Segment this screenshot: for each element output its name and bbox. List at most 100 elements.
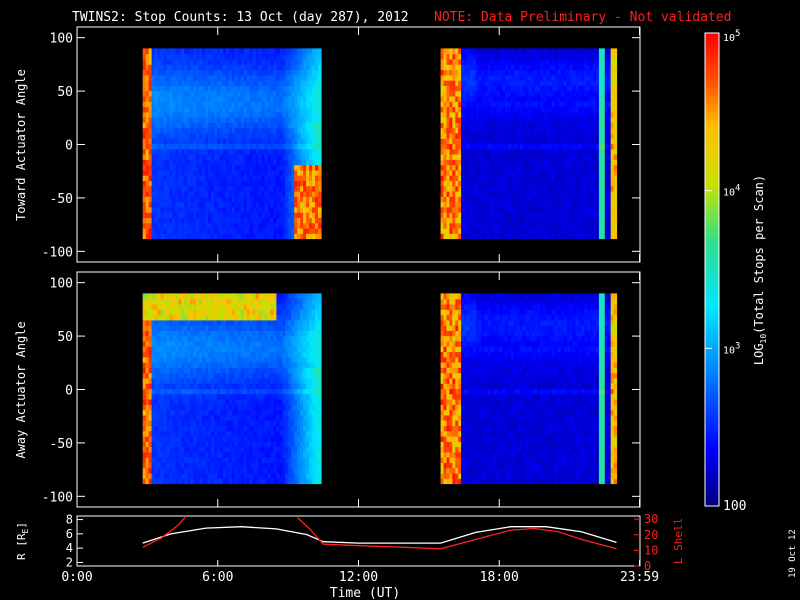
heatmap-cell — [581, 101, 585, 108]
heatmap-cell — [528, 111, 533, 118]
heatmap-cell — [279, 206, 283, 213]
heatmap-cell — [175, 64, 179, 71]
heatmap-cell — [508, 196, 512, 203]
heatmap-cell — [493, 53, 497, 60]
heatmap-cell — [613, 191, 618, 197]
heatmap-cell — [472, 169, 477, 176]
heatmap-cell — [160, 441, 165, 448]
heatmap-cell — [590, 106, 594, 113]
heatmap-cell — [142, 451, 147, 458]
heatmap-cell — [575, 159, 579, 166]
heatmap-cell — [563, 132, 568, 139]
heatmap-cell — [455, 132, 459, 139]
heatmap-cell — [163, 217, 168, 224]
heatmap-cell — [487, 196, 491, 203]
heatmap-cell — [267, 132, 272, 139]
heatmap-cell — [598, 227, 603, 234]
heatmap-cell — [175, 159, 179, 166]
heatmap-cell — [288, 101, 292, 108]
heatmap-cell — [593, 64, 597, 71]
heatmap-cell — [534, 58, 538, 65]
heatmap-cell — [175, 106, 179, 113]
heatmap-cell — [231, 175, 236, 181]
heatmap-cell — [601, 127, 606, 134]
heatmap-cell — [607, 95, 612, 102]
heatmap-cell — [540, 85, 544, 92]
heatmap-cell — [467, 74, 471, 81]
heatmap-cell — [193, 293, 197, 300]
heatmap-cell — [193, 212, 197, 218]
heatmap-cell — [443, 196, 447, 203]
heatmap-cell — [169, 127, 173, 134]
heatmap-cell — [490, 201, 494, 208]
heatmap-cell — [199, 169, 203, 176]
heatmap-cell — [166, 206, 171, 213]
heatmap-cell — [196, 117, 200, 123]
heatmap-cell — [217, 95, 221, 102]
heatmap-cell — [211, 111, 215, 118]
heatmap-cell — [555, 222, 559, 229]
heatmap-cell — [560, 164, 565, 171]
heatmap-cell — [199, 154, 203, 160]
heatmap-cell — [154, 393, 159, 400]
heatmap-cell — [440, 132, 445, 139]
heatmap-cell — [184, 293, 188, 300]
heatmap-cell — [522, 85, 527, 92]
heatmap-cell — [511, 95, 515, 102]
heatmap-cell — [169, 383, 173, 390]
heatmap-cell — [142, 58, 147, 65]
heatmap-cell — [496, 85, 500, 92]
heatmap-cell — [288, 111, 292, 118]
heatmap-cell — [496, 80, 500, 86]
heatmap-cell — [464, 80, 468, 86]
heatmap-cell — [315, 101, 319, 108]
heatmap-cell — [160, 399, 165, 405]
heatmap-cell — [593, 180, 597, 187]
heatmap-cell — [178, 414, 182, 421]
heatmap-cell — [315, 164, 319, 171]
heatmap-cell — [255, 191, 260, 197]
heatmap-cell — [151, 414, 156, 421]
heatmap-cell — [552, 64, 556, 71]
heatmap-cell — [261, 217, 266, 224]
heatmap-cell — [264, 69, 269, 76]
heatmap-cell — [190, 436, 194, 442]
heatmap-cell — [528, 122, 533, 129]
heatmap-cell — [178, 462, 182, 469]
heatmap-cell — [505, 212, 509, 218]
heatmap-cell — [258, 117, 263, 123]
heatmap-cell — [142, 441, 147, 448]
heatmap-cell — [525, 101, 530, 108]
heatmap-cell — [549, 95, 553, 102]
heatmap-cell — [610, 95, 615, 102]
heatmap-cell — [440, 175, 445, 181]
heatmap-cell — [549, 180, 553, 187]
heatmap-cell — [145, 377, 150, 384]
heatmap-cell — [175, 478, 179, 485]
heatmap-cell — [214, 127, 218, 134]
heatmap-cell — [154, 478, 159, 485]
heatmap-cell — [452, 80, 456, 86]
heatmap-cell — [596, 159, 600, 166]
heatmap-cell — [469, 196, 474, 203]
heatmap-cell — [598, 180, 603, 187]
heatmap-cell — [285, 90, 289, 97]
heatmap-cell — [446, 175, 450, 181]
heatmap-cell — [264, 90, 269, 97]
heatmap-cell — [496, 180, 500, 187]
heatmap-cell — [543, 154, 547, 160]
heatmap-cell — [461, 58, 465, 65]
heatmap-cell — [604, 95, 609, 102]
heatmap-cell — [282, 191, 286, 197]
heatmap-cell — [519, 80, 524, 86]
heatmap-cell — [166, 425, 171, 432]
heatmap-cell — [516, 143, 521, 150]
heatmap-cell — [151, 425, 156, 432]
heatmap-cell — [258, 127, 263, 134]
heatmap-cell — [303, 101, 307, 108]
heatmap-cell — [231, 212, 236, 218]
heatmap-cell — [181, 436, 185, 442]
heatmap-cell — [508, 111, 512, 118]
heatmap-cell — [193, 457, 197, 463]
heatmap-cell — [211, 53, 215, 60]
